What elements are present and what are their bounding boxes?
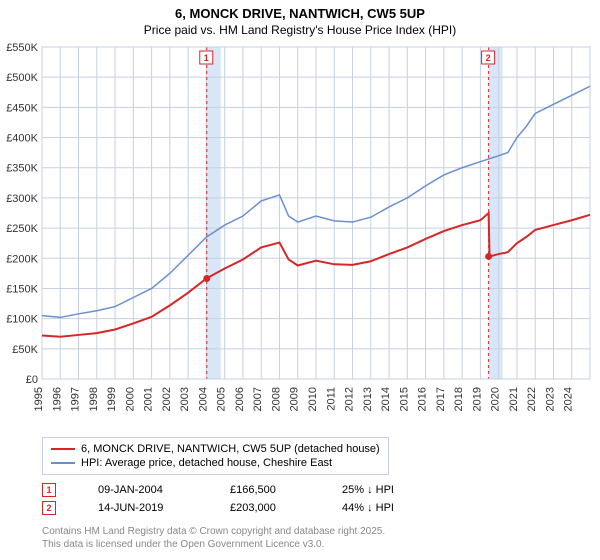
svg-text:2009: 2009 (289, 387, 301, 411)
svg-text:2008: 2008 (270, 387, 282, 411)
svg-text:£50K: £50K (12, 344, 38, 356)
svg-text:£100K: £100K (6, 314, 38, 326)
svg-text:2002: 2002 (161, 387, 173, 411)
legend: 6, MONCK DRIVE, NANTWICH, CW5 5UP (detac… (42, 437, 389, 475)
svg-text:2005: 2005 (216, 387, 228, 411)
svg-text:£500K: £500K (6, 72, 38, 84)
sale-marker: 1 (42, 483, 56, 497)
svg-text:1997: 1997 (70, 387, 82, 411)
svg-text:2013: 2013 (362, 387, 374, 411)
footer-attribution: Contains HM Land Registry data © Crown c… (42, 525, 600, 551)
svg-text:1996: 1996 (51, 387, 63, 411)
svg-text:£400K: £400K (6, 132, 38, 144)
svg-text:2015: 2015 (398, 387, 410, 411)
svg-text:2022: 2022 (526, 387, 538, 411)
svg-text:2021: 2021 (508, 387, 520, 411)
sale-price: £166,500 (230, 484, 300, 496)
legend-swatch (51, 448, 75, 450)
svg-text:2018: 2018 (453, 387, 465, 411)
svg-text:2004: 2004 (197, 387, 209, 411)
legend-label: 6, MONCK DRIVE, NANTWICH, CW5 5UP (detac… (81, 443, 380, 455)
sale-date: 09-JAN-2004 (98, 484, 188, 496)
svg-text:2010: 2010 (307, 387, 319, 411)
sale-pct: 44% ↓ HPI (342, 502, 394, 514)
svg-text:£350K: £350K (6, 163, 38, 175)
svg-text:2007: 2007 (252, 387, 264, 411)
svg-text:1999: 1999 (106, 387, 118, 411)
svg-text:2019: 2019 (471, 387, 483, 411)
svg-text:1998: 1998 (88, 387, 100, 411)
sale-price: £203,000 (230, 502, 300, 514)
svg-text:£0: £0 (26, 374, 38, 386)
svg-text:£200K: £200K (6, 253, 38, 265)
footer-line2: This data is licensed under the Open Gov… (42, 538, 600, 551)
svg-text:2006: 2006 (234, 387, 246, 411)
sale-row: 2 14-JUN-2019 £203,000 44% ↓ HPI (42, 499, 600, 517)
legend-item: HPI: Average price, detached house, Ches… (51, 456, 380, 470)
sale-row: 1 09-JAN-2004 £166,500 25% ↓ HPI (42, 481, 600, 499)
svg-text:2011: 2011 (325, 387, 337, 411)
svg-text:2014: 2014 (380, 387, 392, 411)
svg-text:£550K: £550K (6, 42, 38, 54)
sale-marker: 2 (42, 501, 56, 515)
sale-pct: 25% ↓ HPI (342, 484, 394, 496)
svg-text:2000: 2000 (124, 387, 136, 411)
svg-text:2017: 2017 (435, 387, 447, 411)
svg-text:£450K: £450K (6, 102, 38, 114)
svg-text:2001: 2001 (143, 387, 155, 411)
line-chart-svg: £0 £50K £100K £150K £200K £250K £300K £350K £400… (0, 41, 600, 431)
footer-line1: Contains HM Land Registry data © Crown c… (42, 525, 600, 538)
chart-plot-area: £0 £50K £100K £150K £200K £250K £300K £350K £400… (0, 41, 600, 431)
sale-date: 14-JUN-2019 (98, 502, 188, 514)
legend-swatch (51, 462, 75, 464)
svg-text:2024: 2024 (563, 387, 575, 411)
svg-text:£300K: £300K (6, 193, 38, 205)
svg-text:1: 1 (204, 53, 209, 63)
svg-text:2023: 2023 (544, 387, 556, 411)
svg-text:2012: 2012 (344, 387, 356, 411)
svg-text:£250K: £250K (6, 223, 38, 235)
svg-text:2016: 2016 (417, 387, 429, 411)
chart-container: 6, MONCK DRIVE, NANTWICH, CW5 5UP Price … (0, 0, 600, 560)
sales-table: 1 09-JAN-2004 £166,500 25% ↓ HPI 2 14-JUN-201… (42, 481, 600, 517)
svg-text:1995: 1995 (33, 387, 45, 411)
svg-text:2: 2 (486, 53, 491, 63)
svg-text:2003: 2003 (179, 387, 191, 411)
chart-title-line1: 6, MONCK DRIVE, NANTWICH, CW5 5UP (0, 0, 600, 23)
svg-text:£150K: £150K (6, 283, 38, 295)
svg-text:2020: 2020 (490, 387, 502, 411)
legend-label: HPI: Average price, detached house, Ches… (81, 457, 332, 469)
chart-title-line2: Price paid vs. HM Land Registry's House … (0, 23, 600, 41)
legend-item: 6, MONCK DRIVE, NANTWICH, CW5 5UP (detac… (51, 442, 380, 456)
